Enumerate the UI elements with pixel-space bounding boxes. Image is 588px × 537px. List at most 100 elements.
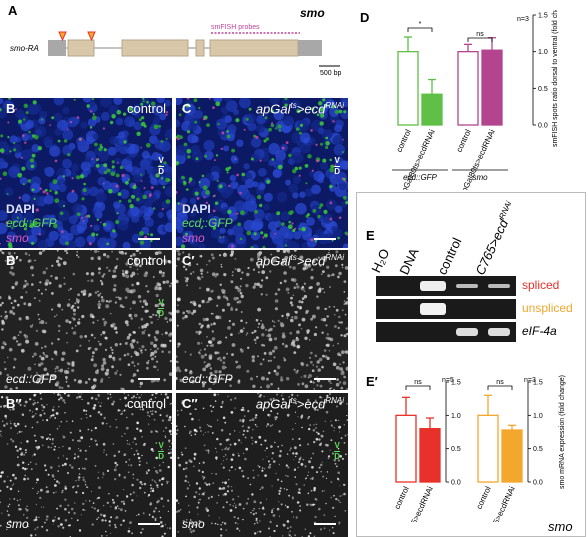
stain-dapi: DAPI: [182, 202, 211, 216]
panel-c1-label: C′: [182, 253, 195, 268]
significance-label: ns: [414, 379, 422, 386]
gel-band: [488, 284, 510, 288]
y-tick-label: 1.5: [451, 380, 461, 387]
scale-bar: [138, 238, 160, 240]
channel-label: smo: [182, 517, 205, 531]
panel-d-label: D: [360, 10, 370, 25]
scale-bar: [138, 523, 160, 525]
x-tick-label: control: [393, 485, 411, 511]
gel-band: [420, 281, 446, 291]
panel-e-footer: smo: [548, 519, 573, 534]
bar: [457, 51, 479, 126]
row-label-eif4a: eIF-4a: [522, 324, 557, 338]
significance-bracket: [487, 385, 513, 390]
scale-bar: [314, 238, 336, 240]
y-tick-label: 1.0: [538, 49, 548, 56]
gene-model: [48, 31, 340, 67]
n-label: n=3: [524, 377, 536, 384]
gel-row-spliced: [376, 276, 516, 296]
probe-label: smFISH probes: [211, 24, 260, 31]
channel-label: ecd::GFP: [6, 372, 57, 386]
row-label-spliced: spliced: [522, 278, 560, 292]
y-tick-label: 1.0: [451, 413, 461, 420]
scale-bar: [314, 378, 336, 380]
bar: [481, 49, 503, 126]
gel-row-eif4a: [376, 322, 516, 342]
panel-a-label: A: [8, 3, 18, 18]
y-axis-label: smFISH spots ratio dorsal to ventral (fo…: [552, 10, 559, 147]
condition-label: control: [126, 396, 166, 411]
panel-e-prime-label: E′: [366, 374, 378, 389]
significance-bracket: [467, 37, 493, 42]
stain-smo: smo: [182, 231, 205, 245]
bar: [397, 51, 419, 126]
gel-band: [420, 303, 446, 315]
group-label: smo: [472, 173, 488, 182]
channel-label: ecd::GFP: [182, 372, 233, 386]
stain-dapi: DAPI: [6, 202, 35, 216]
stain-smo: smo: [6, 231, 29, 245]
y-tick-label: 0.0: [451, 480, 461, 487]
gel-band: [456, 328, 478, 336]
y-tick-label: 0.5: [451, 446, 461, 453]
y-tick-label: 1.0: [533, 413, 543, 420]
significance-label: ns: [476, 31, 484, 38]
condition-label: apGalts>ecdRNAi: [255, 253, 344, 269]
panel-c2-label: C′′: [182, 396, 198, 411]
y-tick-label: 1.5: [538, 13, 548, 20]
scale-bar: [314, 523, 336, 525]
condition-label: control: [126, 253, 166, 268]
panel-e-label: E: [366, 228, 375, 243]
bar: [419, 428, 441, 483]
gene-title: smo: [300, 6, 325, 20]
y-axis-label: smo mRNA expression (fold change): [559, 375, 566, 489]
scale-bar: [138, 378, 160, 380]
group-label: ecd::GFP: [403, 173, 437, 182]
scale-label: 500 bp: [320, 70, 342, 77]
x-tick-label: control: [475, 485, 493, 511]
n-label: n=5: [442, 377, 454, 384]
y-tick-label: 0.5: [538, 86, 548, 93]
channel-label: smo: [6, 517, 29, 531]
row-label-unspliced: unspliced: [522, 301, 573, 315]
micrograph-c-prime: C′ apGalts>ecdRNAi ecd::GFP: [176, 250, 348, 390]
y-tick-label: 0.0: [538, 123, 548, 130]
chart-d: controlapGal80ts>ecdRNAi*ecd::GFPcontrol…: [392, 10, 559, 190]
significance-label: ns: [496, 379, 504, 386]
y-tick-label: 0.0: [533, 480, 543, 487]
condition-label: apGalts>ecdRNAi: [255, 101, 344, 117]
bar: [395, 414, 417, 483]
stain-gfp: ecd::GFP: [182, 216, 233, 230]
significance-bracket: [405, 385, 431, 390]
significance-label: *: [419, 21, 422, 28]
panel-b1-label: B′: [6, 253, 19, 268]
bar: [501, 429, 523, 483]
bar: [477, 414, 499, 483]
gel-band: [456, 284, 478, 288]
y-tick-label: 0.5: [533, 446, 543, 453]
y-tick-label: 1.5: [533, 380, 543, 387]
condition-label: control: [126, 101, 166, 116]
significance-bracket: [407, 27, 433, 32]
panel-b2-label: B′′: [6, 396, 22, 411]
x-tick-label: control: [395, 128, 413, 154]
panel-c-label: C: [182, 101, 192, 116]
gel-band: [488, 328, 510, 336]
panel-b-label: B: [6, 101, 16, 116]
transcript-label: smo-RA: [10, 44, 39, 53]
bar: [421, 93, 443, 126]
x-tick-label: control: [455, 128, 473, 154]
n-label: n=3: [517, 16, 529, 23]
gel-row-unspliced: [376, 299, 516, 319]
